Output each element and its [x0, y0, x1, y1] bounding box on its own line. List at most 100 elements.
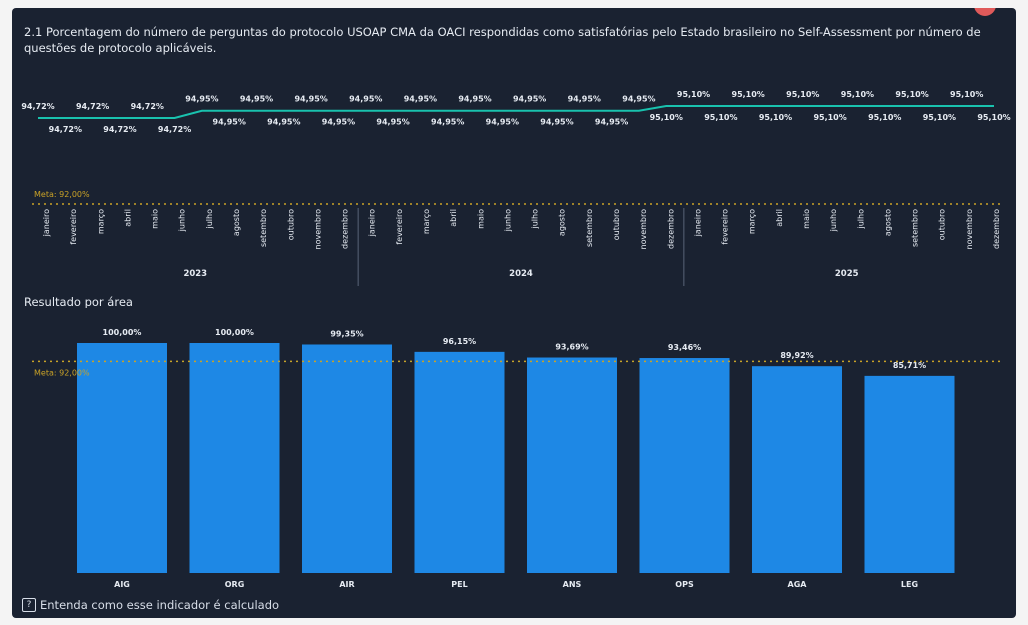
data-label: 94,95%: [622, 95, 655, 104]
tick-label-month: agosto: [558, 209, 567, 236]
tick-label-year: 2023: [183, 269, 207, 279]
tick-label-month: outubro: [938, 209, 947, 240]
tick-label-month: maio: [476, 209, 485, 229]
bar-value-label: 93,46%: [668, 343, 701, 352]
data-label: 94,72%: [76, 102, 109, 111]
data-label: 94,95%: [349, 95, 382, 104]
bar: [302, 344, 392, 573]
data-label: 94,95%: [322, 118, 355, 127]
tick-label-month: maio: [151, 209, 160, 229]
section-label: Resultado por área: [24, 295, 133, 308]
data-label: 94,72%: [131, 102, 164, 111]
meta-label: Meta: 92,00%: [34, 190, 90, 199]
data-label: 95,10%: [868, 113, 901, 122]
tick-label-month: dezembro: [666, 209, 675, 249]
data-label: 95,10%: [841, 90, 874, 99]
tick-label-month: dezembro: [341, 209, 350, 249]
tick-label-month: abril: [123, 209, 132, 227]
bar: [189, 343, 280, 573]
tick-label-month: fevereiro: [69, 209, 78, 245]
bar: [752, 366, 842, 573]
data-label: 94,95%: [486, 118, 519, 127]
data-label: 95,10%: [704, 113, 737, 122]
category-label: OPS: [675, 580, 694, 589]
tick-label-month: setembro: [585, 209, 594, 247]
bar-chart: 100,00% AIG 100,00% ORG 99,35% AIR 96,15% PEL 93…: [32, 328, 1002, 589]
data-label: 94,72%: [103, 125, 136, 134]
question-box-icon: ?: [22, 598, 36, 612]
bar-value-label: 85,71%: [893, 361, 926, 370]
category-label: AIR: [339, 580, 354, 589]
tick-label-month: maio: [802, 209, 811, 229]
category-label: AGA: [788, 580, 808, 589]
data-label: 94,95%: [404, 95, 437, 104]
tick-label-month: fevereiro: [395, 209, 404, 245]
series-line: [38, 105, 994, 119]
tick-label-month: novembro: [639, 209, 648, 250]
tick-label-month: julho: [531, 209, 540, 230]
data-label: 94,72%: [49, 125, 82, 134]
bar: [639, 358, 730, 573]
category-label: LEG: [901, 580, 918, 589]
data-label: 95,10%: [732, 90, 765, 99]
data-label: 94,95%: [568, 95, 601, 104]
bar: [77, 343, 167, 573]
bar: [864, 375, 955, 573]
tick-label-month: agosto: [883, 209, 892, 236]
data-label: 94,95%: [431, 118, 464, 127]
data-label: 94,95%: [240, 95, 273, 104]
category-label: ORG: [225, 580, 245, 589]
corner-indicator: [974, 8, 996, 16]
help-link[interactable]: ? Entenda como esse indicador é calculad…: [22, 598, 279, 612]
data-label: 95,10%: [813, 113, 846, 122]
data-label: 94,95%: [513, 95, 546, 104]
data-label: 94,95%: [376, 118, 409, 127]
bar-value-label: 99,35%: [330, 329, 363, 338]
bar: [414, 351, 505, 573]
tick-label-month: fevereiro: [721, 209, 730, 245]
tick-label-month: setembro: [911, 209, 920, 247]
tick-label-month: julho: [856, 209, 865, 230]
meta-label: Meta: 92,00%: [34, 368, 90, 377]
tick-label-month: novembro: [965, 209, 974, 250]
tick-label-month: janeiro: [693, 209, 702, 237]
data-label: 94,95%: [267, 118, 300, 127]
category-label: PEL: [451, 580, 467, 589]
data-label: 95,10%: [977, 113, 1010, 122]
tick-label-month: junho: [503, 209, 512, 232]
tick-label-month: dezembro: [992, 209, 1001, 249]
bar-value-label: 96,15%: [443, 337, 476, 346]
data-label: 94,95%: [294, 95, 327, 104]
data-label: 94,95%: [540, 118, 573, 127]
tick-label-month: janeiro: [368, 209, 377, 237]
data-label: 95,10%: [950, 90, 983, 99]
tick-label-year: 2024: [509, 269, 533, 279]
data-label: 95,10%: [923, 113, 956, 122]
tick-label-month: abril: [775, 209, 784, 227]
data-label: 94,72%: [21, 102, 54, 111]
bar-value-label: 93,69%: [555, 343, 588, 352]
tick-label-month: outubro: [286, 209, 295, 240]
chart-title: 2.1 Porcentagem do número de perguntas d…: [24, 25, 981, 55]
data-label: 94,95%: [458, 95, 491, 104]
tick-label-month: junho: [178, 209, 187, 232]
tick-label-month: agosto: [232, 209, 241, 236]
data-label: 94,72%: [158, 125, 191, 134]
tick-label-year: 2025: [835, 269, 859, 279]
data-label: 95,10%: [677, 90, 710, 99]
tick-label-month: janeiro: [42, 209, 51, 237]
data-label: 94,95%: [595, 118, 628, 127]
tick-label-month: outubro: [612, 209, 621, 240]
bar-value-label: 89,92%: [780, 351, 813, 360]
tick-label-month: março: [748, 209, 757, 234]
bar: [527, 357, 617, 573]
tick-label-month: setembro: [259, 209, 268, 247]
data-label: 95,10%: [786, 90, 819, 99]
line-chart: 94,72% 94,72% 94,72% 94,72% 94,72% 94,72% 94,9…: [21, 90, 1010, 308]
data-label: 95,10%: [759, 113, 792, 122]
tick-label-month: junho: [829, 209, 838, 232]
dashboard-panel: 2.1 Porcentagem do número de perguntas d…: [12, 8, 1016, 618]
data-label: 95,10%: [895, 90, 928, 99]
tick-label-month: abril: [449, 209, 458, 227]
data-label: 94,95%: [185, 95, 218, 104]
